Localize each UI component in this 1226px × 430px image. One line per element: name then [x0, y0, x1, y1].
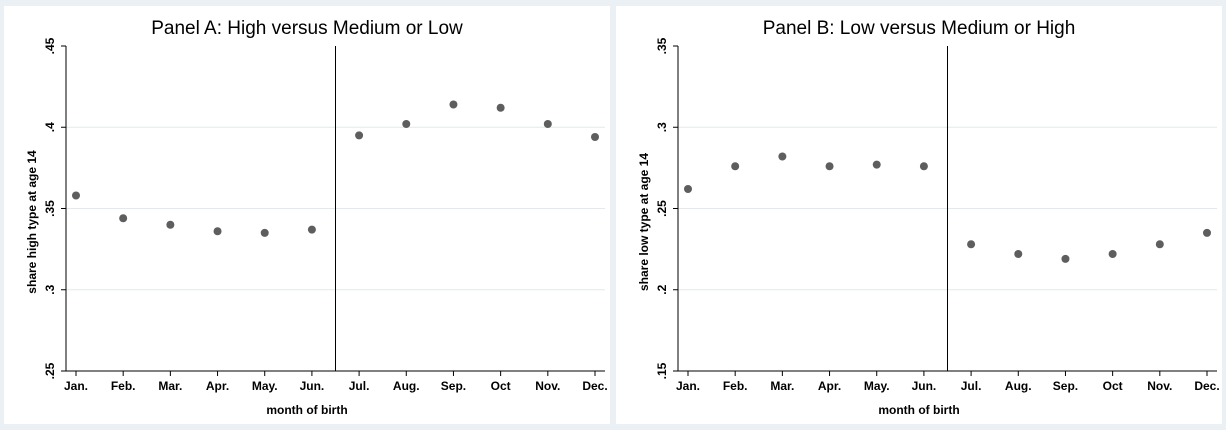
panel-a-title: Panel A: High versus Medium or Low — [151, 18, 463, 39]
panel-a-y-tick-label: .3 — [43, 284, 57, 294]
panel-b-x-tick-label: Oct — [1103, 379, 1123, 393]
panel-b-data-point — [1014, 250, 1023, 258]
panel-b-x-tick-label: Jun. — [912, 379, 937, 393]
panel-b-data-point — [872, 160, 881, 169]
panel-a-x-axis-label: month of birth — [266, 403, 347, 417]
panel-a-data-point — [543, 120, 552, 128]
panel-b-x-tick-label: Nov. — [1147, 379, 1172, 393]
panel-b-title: Panel B: Low versus Medium or High — [763, 18, 1076, 39]
panel-b-data-point — [1061, 254, 1070, 263]
panel-b-x-tick-label: Apr. — [818, 379, 841, 393]
panel-b-y-tick-label: .25 — [655, 200, 669, 217]
panel-a-x-tick-label: Feb. — [111, 379, 136, 393]
panel-a-x-tick-label: Mar. — [158, 379, 182, 393]
panel-b-y-tick-label: .3 — [655, 122, 669, 132]
panel-a-data-point — [449, 100, 458, 109]
panel-a-x-tick-label: Jan. — [64, 379, 88, 393]
panel-a-data-point — [307, 225, 316, 234]
panel-a-x-tick-label: Nov. — [535, 379, 560, 393]
panel-a-data-point — [166, 220, 175, 229]
panel-b-y-tick-label: .35 — [655, 37, 669, 54]
panel-b-data-point — [967, 240, 976, 249]
panel-a-y-tick-label: .45 — [43, 37, 57, 54]
panel-a: Panel A: High versus Medium or Low month… — [4, 6, 610, 424]
panel-b-data-point — [1203, 228, 1211, 237]
panel-b-x-tick-label: Feb. — [723, 379, 748, 393]
panel-b: Panel B: Low versus Medium or High month… — [616, 6, 1222, 424]
panel-a-x-tick-label: May. — [252, 379, 278, 393]
panel-a-y-axis-label: share high type at age 14 — [25, 150, 39, 294]
panel-b-x-tick-label: Sep. — [1053, 379, 1078, 393]
panel-b-data-point — [1155, 240, 1164, 249]
panel-a-x-tick-label: Jun. — [300, 379, 325, 393]
panel-a-x-tick-label: Sep. — [441, 379, 466, 393]
panel-a-data-point — [496, 103, 505, 112]
panel-b-data-point — [731, 162, 740, 171]
panel-b-x-tick-label: Mar. — [770, 379, 794, 393]
panel-b-x-axis-label: month of birth — [878, 403, 959, 417]
panel-b-x-tick-label: Jul. — [961, 379, 982, 393]
panel-a-data-point — [72, 191, 80, 200]
panel-a-y-tick-label: .25 — [43, 362, 57, 379]
panel-a-data-point — [213, 227, 222, 236]
panel-a-data-point — [260, 228, 269, 237]
panel-b-data-point — [919, 162, 928, 171]
panel-a-x-tick-label: Apr. — [206, 379, 229, 393]
panel-b-data-point — [684, 185, 692, 193]
panel-b-data-point — [1108, 250, 1117, 258]
panel-a-x-tick-label: Dec. — [582, 379, 607, 393]
panel-a-x-tick-label: Oct — [491, 379, 511, 393]
panel-b-x-tick-label: Aug. — [1005, 379, 1032, 393]
panel-a-y-tick-label: .35 — [43, 200, 57, 217]
panel-a-chart: Panel A: High versus Medium or Low month… — [25, 18, 608, 417]
panel-a-y-tick-label: .4 — [43, 122, 57, 132]
panel-b-data-point — [825, 162, 834, 171]
panel-a-x-tick-label: Aug. — [393, 379, 420, 393]
panel-b-y-axis-label: share low type at age 14 — [637, 153, 651, 291]
panel-a-data-point — [119, 214, 128, 223]
panel-a-data-point — [402, 120, 411, 128]
panel-b-x-tick-label: Jan. — [676, 379, 700, 393]
panel-b-y-tick-label: .2 — [655, 284, 669, 294]
panel-b-chart: Panel B: Low versus Medium or High month… — [637, 18, 1220, 417]
panel-b-data-point — [778, 152, 787, 161]
panel-b-x-tick-label: May. — [864, 379, 890, 393]
panel-b-y-tick-label: .15 — [655, 362, 669, 379]
panel-a-data-point — [355, 131, 364, 140]
panel-a-x-tick-label: Jul. — [349, 379, 370, 393]
panel-a-data-point — [591, 133, 599, 141]
panel-b-x-tick-label: Dec. — [1194, 379, 1219, 393]
